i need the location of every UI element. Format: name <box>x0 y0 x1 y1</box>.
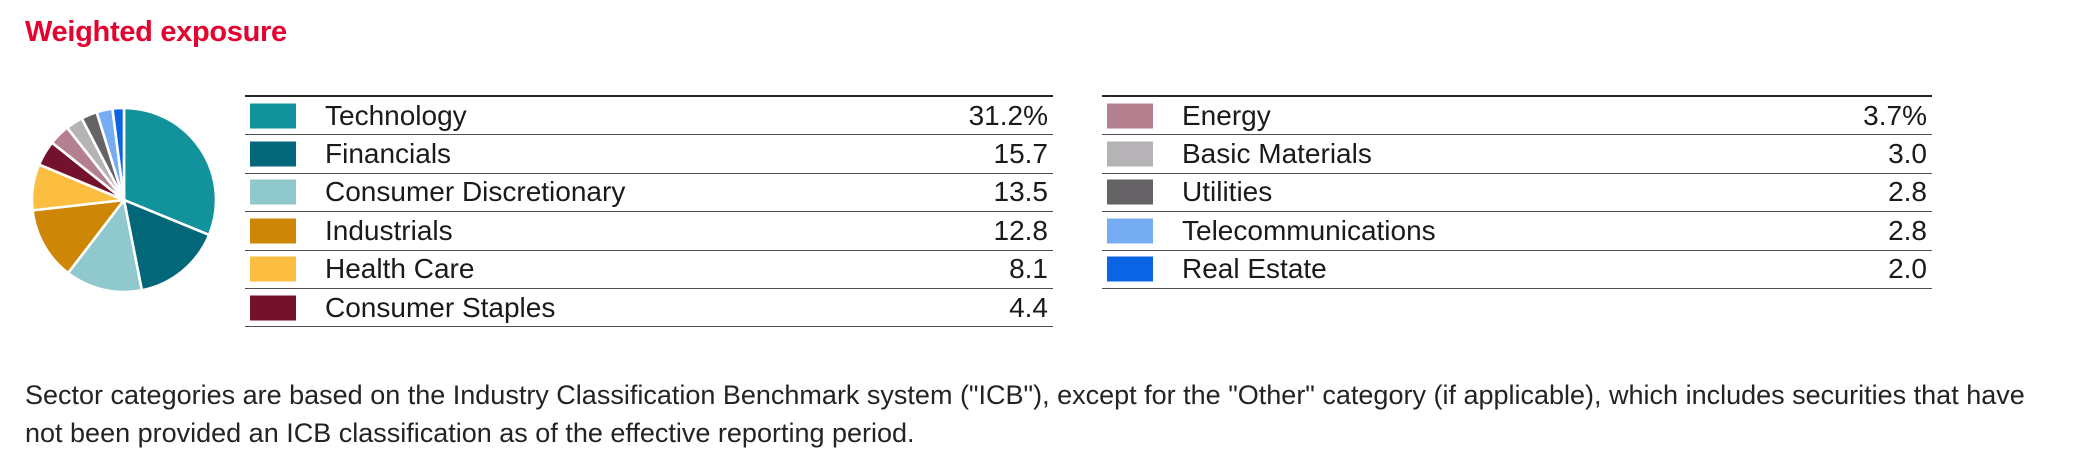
sector-value: 15.7 <box>993 138 1049 170</box>
legend-swatch <box>250 141 296 167</box>
sector-label: Telecommunications <box>1182 214 1436 246</box>
table-row: Basic Materials 3.0 <box>1102 135 1932 174</box>
legend-table-left: Technology 31.2% Financials 15.7 Consumer Di… <box>245 95 1053 328</box>
sector-label: Industrials <box>325 214 453 246</box>
legend-swatch <box>250 179 296 205</box>
sector-value: 12.8 <box>993 214 1049 246</box>
legend-swatch <box>1107 141 1153 167</box>
table-row: Technology 31.2% <box>245 97 1053 136</box>
table-row: Industrials 12.8 <box>245 212 1053 251</box>
legend-swatch <box>1107 218 1153 244</box>
sector-value: 8.1 <box>1009 253 1048 285</box>
legend-table-right: Energy 3.7% Basic Materials 3.0 Utilities 2.8… <box>1102 95 1932 289</box>
sector-label: Energy <box>1182 99 1271 131</box>
table-row: Consumer Staples 4.4 <box>245 289 1053 328</box>
table-row: Telecommunications 2.8 <box>1102 212 1932 251</box>
pie-slice-technology <box>122 106 218 237</box>
sector-label: Consumer Staples <box>325 291 556 323</box>
legend-swatch <box>1107 256 1153 282</box>
sector-label: Financials <box>325 138 452 170</box>
table-row: Health Care 8.1 <box>245 251 1053 289</box>
sector-label: Basic Materials <box>1182 138 1372 170</box>
pie-slice-consumer-discretionary <box>66 198 144 294</box>
pie-slice-financials <box>122 198 211 292</box>
sector-value: 13.5 <box>993 176 1049 208</box>
sector-value: 3.7% <box>1863 99 1927 131</box>
legend-swatch <box>250 256 296 282</box>
sector-value: 3.0 <box>1888 138 1927 170</box>
sector-value: 2.0 <box>1888 253 1927 285</box>
table-row: Utilities 2.8 <box>1102 174 1932 213</box>
sector-label: Real Estate <box>1182 253 1327 285</box>
pie-chart-container <box>19 95 229 305</box>
table-row: Energy 3.7% <box>1102 97 1932 136</box>
sector-label: Health Care <box>325 253 475 285</box>
legend-swatch <box>1107 103 1153 129</box>
sector-label: Technology <box>325 99 467 131</box>
legend-swatch <box>1107 179 1153 205</box>
sector-value: 2.8 <box>1888 176 1927 208</box>
footnote: Sector categories are based on the Indus… <box>25 380 2025 448</box>
sector-label: Utilities <box>1182 176 1273 208</box>
legend-swatch <box>250 295 296 321</box>
sector-label: Consumer Discretionary <box>325 176 626 208</box>
table-row: Consumer Discretionary 13.5 <box>245 174 1053 213</box>
sector-value: 31.2% <box>968 99 1048 131</box>
section-title: Weighted exposure <box>25 16 287 48</box>
legend-swatch <box>250 103 296 129</box>
pie-slice-real-estate <box>111 106 126 202</box>
table-row: Real Estate 2.0 <box>1102 251 1932 289</box>
pie-slice-industrials <box>31 198 126 275</box>
table-row: Financials 15.7 <box>245 135 1053 174</box>
sector-value: 2.8 <box>1888 214 1927 246</box>
pie-chart <box>30 106 218 294</box>
sector-value: 4.4 <box>1009 291 1048 323</box>
legend-swatch <box>250 218 296 244</box>
